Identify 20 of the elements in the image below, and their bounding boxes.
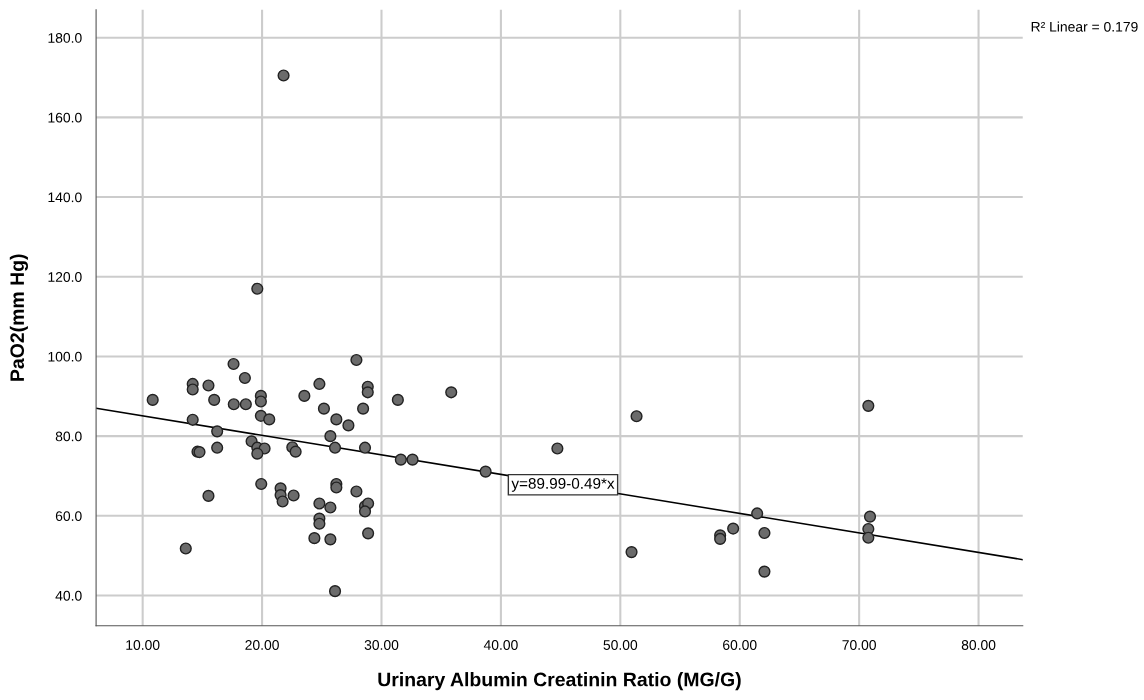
x-tick-label: 60.00 — [723, 640, 757, 650]
text: R² Linear = 0.179 — [1031, 21, 1138, 32]
y-tick-label: 60.0 — [55, 511, 82, 521]
y-axis-title: PaO2(mm Hg) — [9, 254, 29, 381]
x-tick-label: 30.00 — [364, 640, 399, 650]
y-tick-label: 180.0 — [48, 33, 82, 43]
annotation: y=89.99-0.49*x — [511, 478, 615, 492]
y-tick-label: 80.0 — [55, 431, 82, 442]
x-tick-label: 40.00 — [483, 640, 518, 650]
x-tick-label: 20.00 — [245, 640, 279, 650]
y-tick-label: 100.0 — [48, 351, 82, 362]
x-axis-title: Urinary Albumin Creatinin Ratio (MG/G) — [378, 672, 741, 691]
y-tick-label: 160.0 — [48, 112, 82, 123]
x-tick-label: 50.00 — [603, 640, 638, 650]
y-tick-label: 140.0 — [48, 192, 82, 203]
x-tick-label: 80.00 — [961, 640, 996, 650]
x-tick-label: 10.00 — [126, 640, 160, 650]
y-tick-label: 120.0 — [48, 272, 82, 282]
y-tick-label: 40.0 — [55, 590, 82, 601]
x-tick-label: 70.00 — [842, 640, 876, 650]
